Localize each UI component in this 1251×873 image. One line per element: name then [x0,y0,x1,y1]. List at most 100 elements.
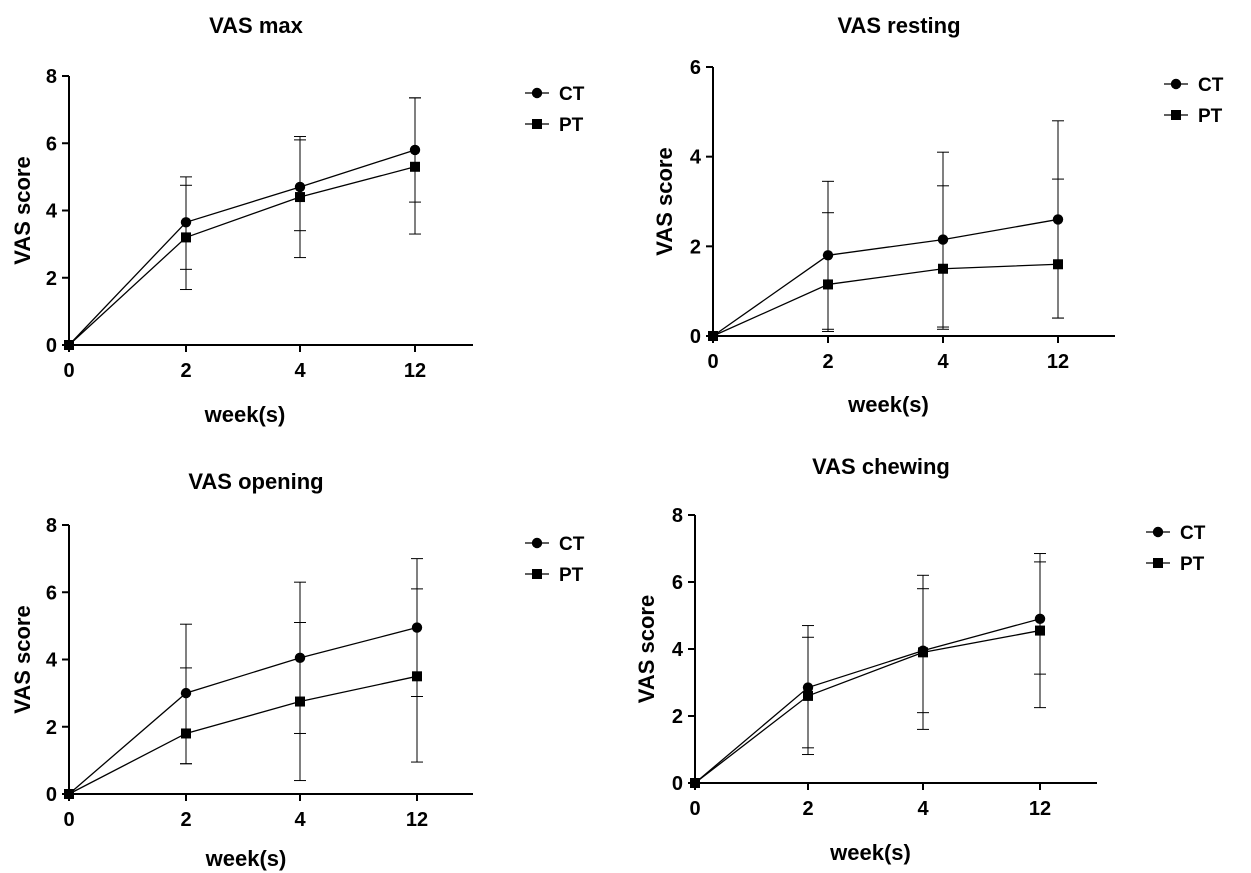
x-tick-label: 2 [802,798,813,820]
y-axis-label: VAS score [10,605,35,713]
y-tick-label: 8 [46,515,57,537]
series-ct [707,120,1064,342]
data-point-pt [708,331,718,341]
series-line-ct [68,149,416,346]
x-axis-label: week(s) [204,402,286,427]
legend-marker-ct [531,537,543,549]
legend-label-pt: PT [559,115,584,136]
y-tick-label: 0 [672,773,683,795]
y-tick-label: 6 [690,57,701,79]
y-tick-label: 4 [672,639,684,661]
y-tick-label: 2 [46,268,57,290]
y-tick-label: 6 [46,133,57,155]
x-tick-label: 2 [180,360,191,382]
y-tick-label: 6 [46,582,57,604]
data-point-pt [64,340,74,350]
data-point-pt [412,671,422,682]
chart-title: VAS resting [837,13,960,38]
x-tick-label: 0 [63,360,74,382]
data-point-pt [938,263,948,274]
series-line-ct [68,626,418,795]
series-ct [63,97,421,351]
y-tick-label: 4 [690,147,702,169]
x-tick-label: 12 [1047,351,1069,373]
legend-marker-ct [1152,526,1164,538]
data-point-pt [410,161,420,172]
y-tick-label: 6 [672,572,683,594]
data-point-pt [803,690,813,701]
x-tick-label: 12 [404,360,426,382]
series-pt [708,178,1064,341]
x-tick-label: 12 [1029,798,1051,820]
data-point-pt [181,232,191,243]
series-pt [64,97,421,350]
x-axis-label: week(s) [829,840,911,865]
y-tick-label: 8 [672,505,683,527]
y-tick-label: 2 [672,706,683,728]
chart-title: VAS chewing [812,454,950,479]
data-point-pt [1035,625,1045,636]
x-tick-label: 12 [406,809,428,831]
y-axis-label: VAS score [10,156,35,264]
y-axis-label: VAS score [634,595,659,703]
data-point-pt [918,647,928,658]
y-tick-label: 0 [46,784,57,806]
data-point-pt [690,778,700,788]
series-line-ct [694,618,1041,784]
legend-marker-pt [1171,110,1181,120]
legend-label-ct: CT [559,534,585,555]
x-axis-label: week(s) [205,846,287,871]
x-tick-label: 4 [294,809,306,831]
chart-title: VAS max [209,13,304,38]
series-line-pt [68,166,416,346]
data-point-pt [823,279,833,290]
series-pt [690,561,1046,788]
data-point-pt [295,192,305,203]
series-ct [63,558,423,800]
y-axis-label: VAS score [652,147,677,255]
data-point-pt [1053,259,1063,270]
legend-label-pt: PT [1180,554,1205,575]
y-tick-label: 4 [46,201,58,223]
panel-vas-resting: VAS resting 0 2 4 6 0 2 4 12 week(s) VAS score CT PT [652,13,1224,417]
y-tick-label: 2 [690,236,701,258]
x-tick-label: 0 [707,351,718,373]
series-line-pt [694,629,1041,784]
data-point-pt [295,696,305,707]
y-tick-label: 2 [46,717,57,739]
x-axis-label: week(s) [847,392,929,417]
legend-marker-pt [1153,558,1163,568]
y-tick-label: 0 [690,326,701,348]
legend-label-ct: CT [1198,75,1224,96]
series-line-pt [68,675,418,795]
panel-vas-chewing: VAS chewing 0 2 4 6 8 0 2 4 12 week(s) VAS score CT P… [634,454,1206,865]
x-tick-label: 4 [937,351,949,373]
y-tick-label: 8 [46,66,57,88]
data-point-pt [64,789,74,799]
series-pt [64,588,423,799]
x-tick-label: 0 [63,809,74,831]
panel-vas-max: VAS max 0 2 4 6 8 0 2 4 12 week(s) VAS score CT PT [10,13,585,427]
legend-marker-pt [532,569,542,579]
panel-vas-opening: VAS opening 0 2 4 6 8 0 2 4 12 week(s) VAS score CT P… [10,469,585,871]
legend-label-ct: CT [1180,523,1206,544]
series-ct [689,553,1046,789]
y-tick-label: 0 [46,335,57,357]
legend-label-pt: PT [559,565,584,586]
x-tick-label: 2 [822,351,833,373]
data-point-pt [181,728,191,739]
series-line-ct [712,218,1059,337]
y-tick-label: 4 [46,650,58,672]
legend-marker-pt [532,119,542,129]
x-tick-label: 4 [917,798,929,820]
legend-label-ct: CT [559,84,585,105]
legend-marker-ct [1170,78,1182,90]
legend-label-pt: PT [1198,106,1223,127]
x-tick-label: 4 [294,360,306,382]
x-tick-label: 2 [180,809,191,831]
x-tick-label: 0 [689,798,700,820]
legend-marker-ct [531,87,543,99]
series-line-pt [712,263,1059,337]
chart-title: VAS opening [188,469,323,494]
